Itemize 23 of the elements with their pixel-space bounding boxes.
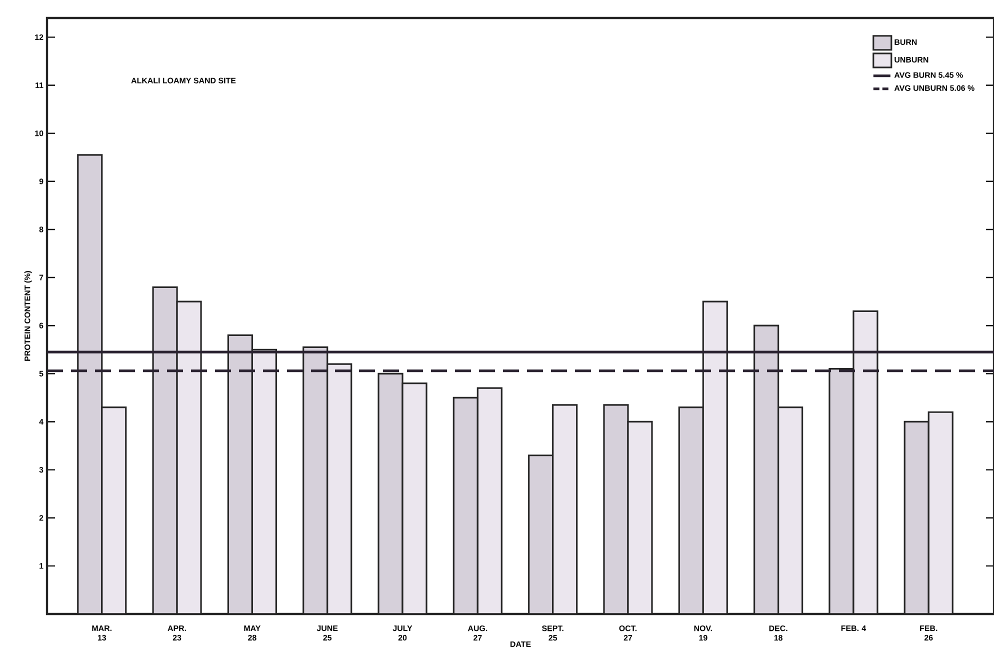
bar xyxy=(152,286,178,614)
bar xyxy=(603,404,629,614)
bar xyxy=(904,420,930,614)
bar xyxy=(378,372,404,614)
bar xyxy=(778,406,804,614)
bar xyxy=(77,154,103,614)
bar xyxy=(101,406,127,614)
bar xyxy=(928,411,954,614)
bar xyxy=(528,454,554,614)
bar xyxy=(228,335,252,614)
bar xyxy=(678,406,704,614)
bar xyxy=(176,300,202,614)
bar xyxy=(754,324,780,614)
bar xyxy=(476,387,502,614)
bar xyxy=(852,310,878,614)
bar xyxy=(402,382,428,614)
bar xyxy=(828,368,854,614)
bar xyxy=(552,404,578,614)
bar xyxy=(302,346,328,614)
bar xyxy=(452,396,478,614)
bar xyxy=(326,363,352,614)
bar xyxy=(702,300,728,614)
bar xyxy=(627,420,653,614)
